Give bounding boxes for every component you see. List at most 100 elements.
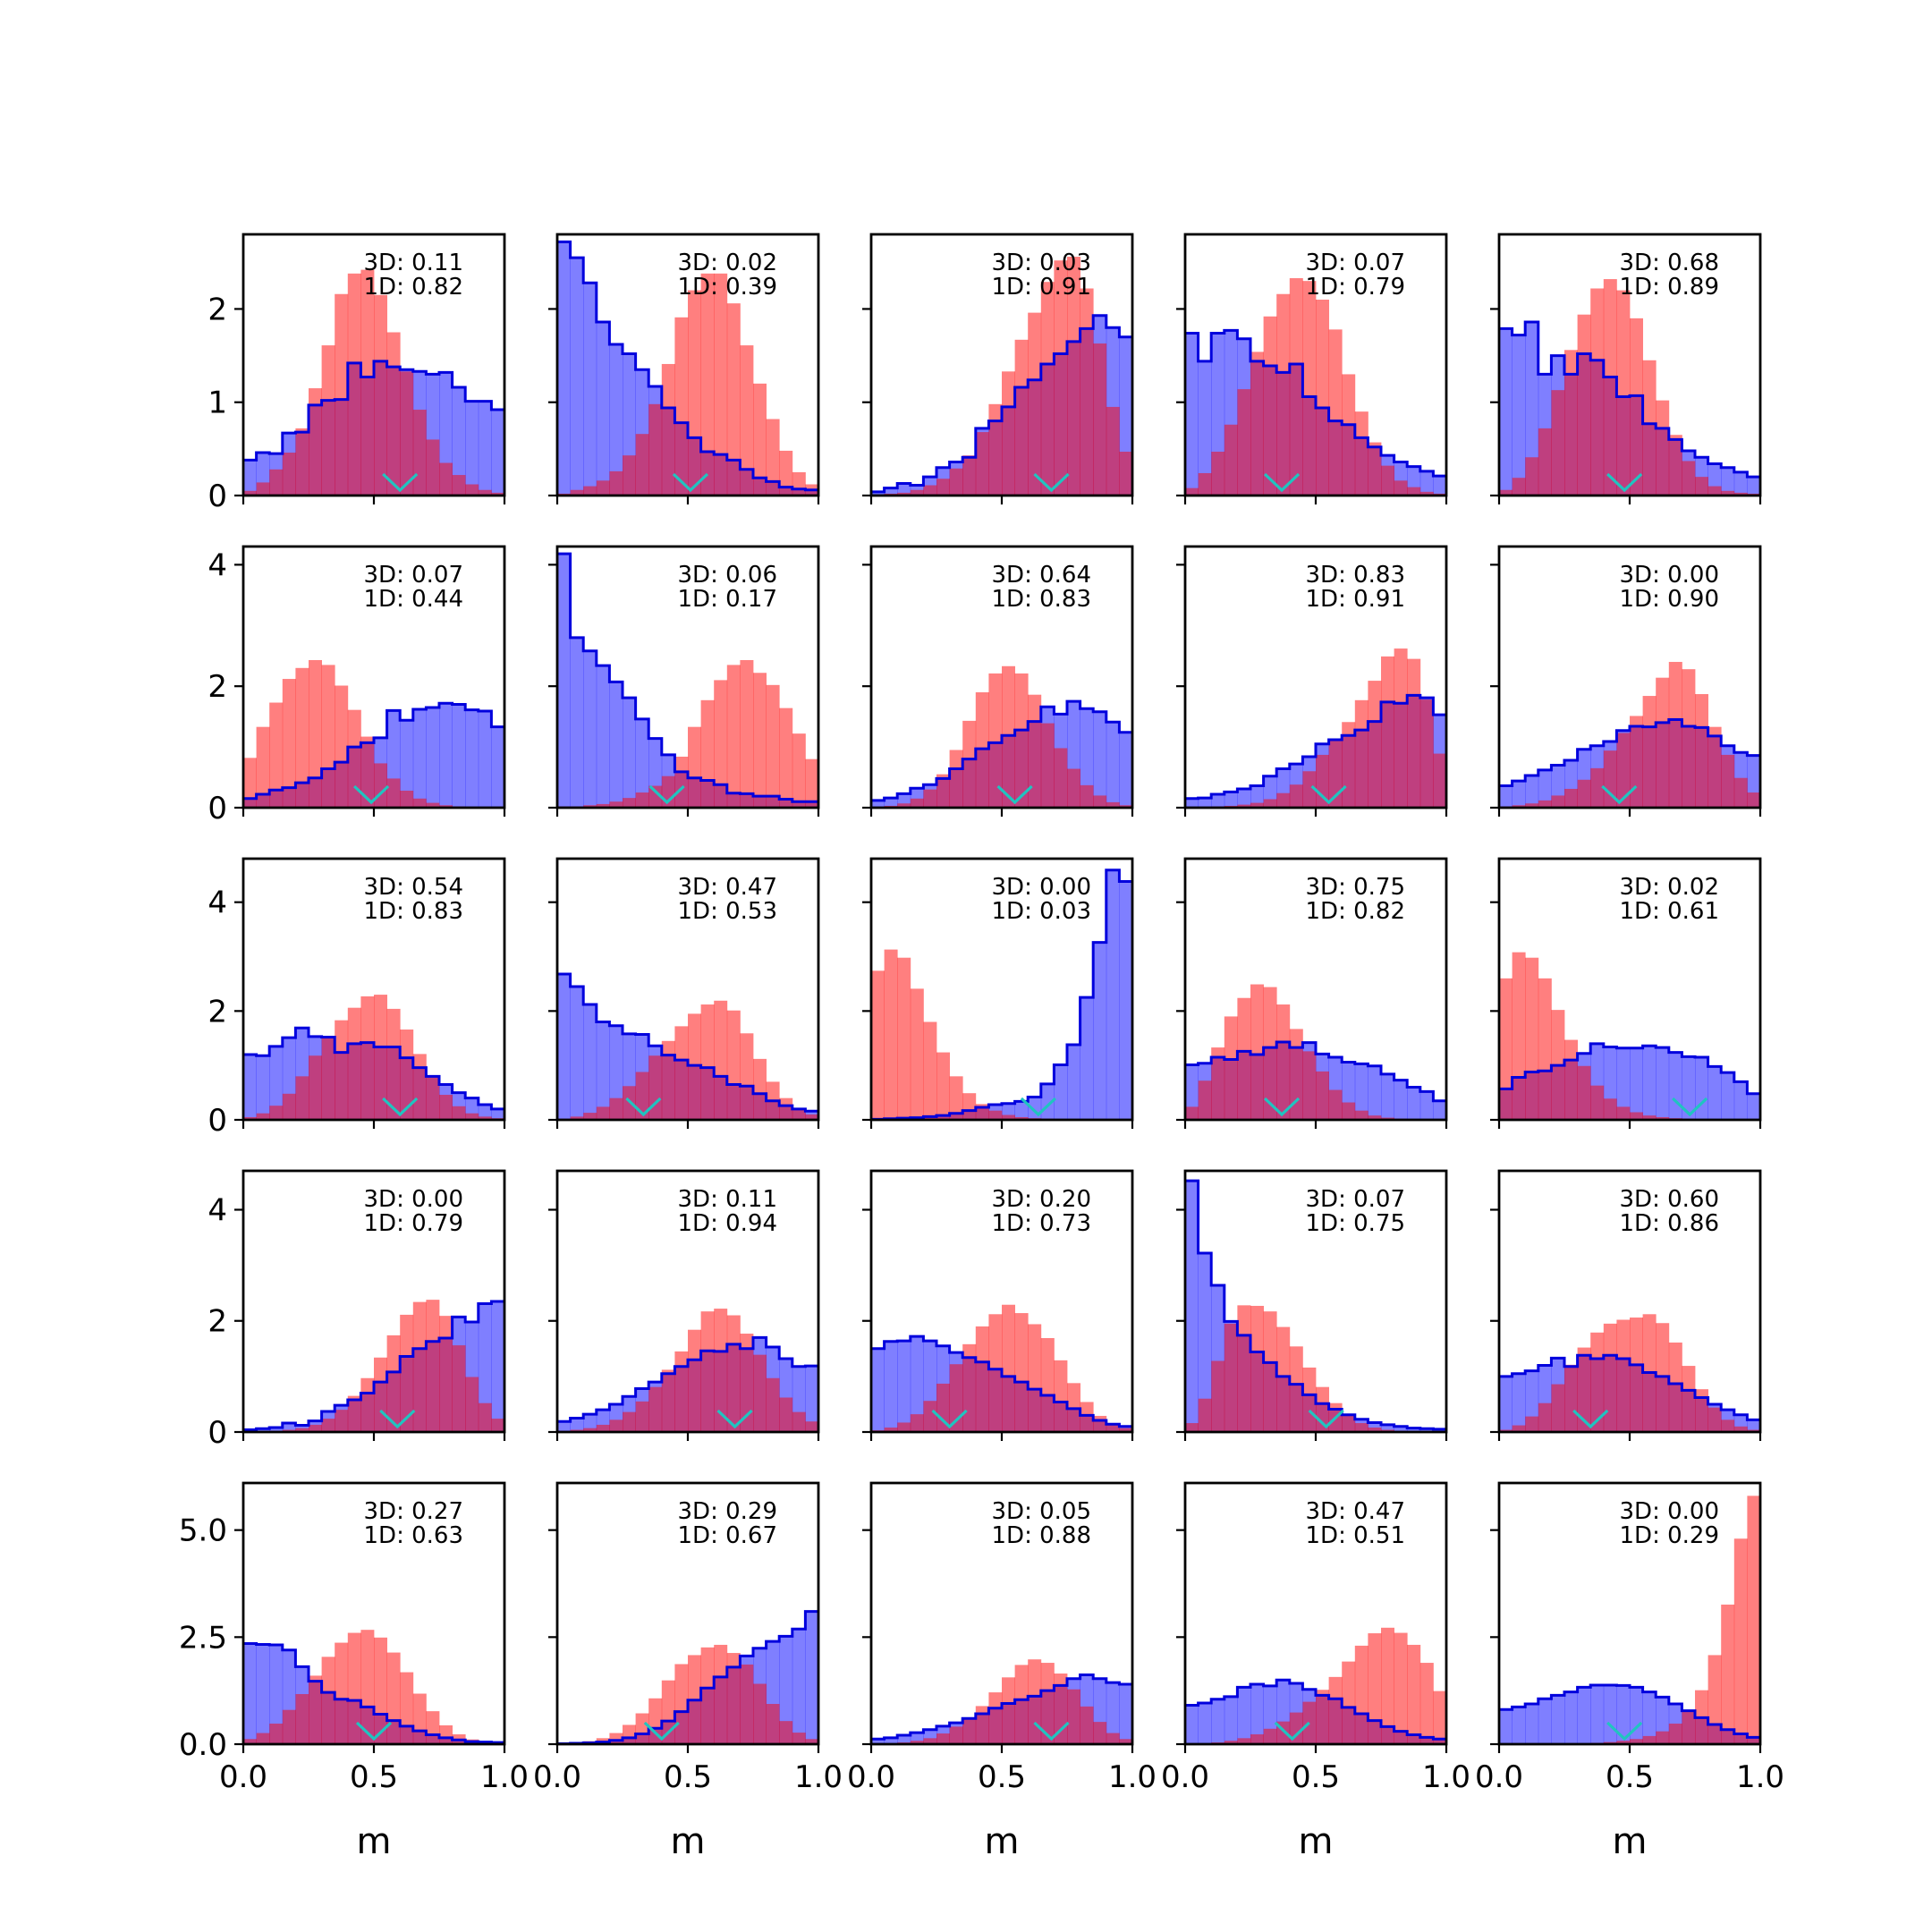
- red-bar: [256, 1113, 270, 1120]
- red-bar: [1289, 784, 1303, 808]
- blue-bar: [1433, 1100, 1446, 1120]
- panel-plot-area: [243, 995, 504, 1120]
- red-bar: [1263, 316, 1277, 496]
- blue-bar: [1682, 1056, 1696, 1120]
- x-tick-label: 1.0: [794, 1759, 843, 1795]
- cyan-marker: [382, 472, 419, 493]
- blue-bar: [1185, 1181, 1199, 1432]
- red-bar: [1067, 257, 1080, 496]
- red-bar: [1564, 788, 1578, 808]
- red-bar: [583, 1113, 597, 1120]
- y-tick-label: 0.0: [179, 1727, 227, 1763]
- red-bar: [1668, 435, 1682, 496]
- red-bar: [386, 332, 401, 496]
- red-bar: [360, 269, 375, 496]
- red-bar: [688, 1013, 701, 1120]
- red-bar: [1577, 779, 1591, 808]
- red-bar: [1616, 733, 1631, 808]
- red-bar: [1707, 726, 1722, 808]
- red-bar: [426, 1711, 440, 1744]
- red-bar: [1590, 1085, 1605, 1120]
- blue-bar: [1093, 942, 1107, 1120]
- red-bar: [1616, 1741, 1631, 1744]
- red-bar: [309, 1055, 322, 1120]
- x-tick-label: 0.0: [847, 1759, 895, 1795]
- blue-bar: [1198, 1252, 1212, 1432]
- blue-step-line: [871, 314, 1132, 494]
- red-bar: [1198, 472, 1212, 496]
- red-bar: [452, 1106, 466, 1120]
- cyan-marker: [1263, 472, 1301, 493]
- blue-bar: [897, 1341, 911, 1432]
- blue-bar: [1642, 1691, 1657, 1744]
- red-bar: [491, 492, 504, 496]
- blue-step-line: [1499, 1353, 1760, 1421]
- red-bar: [1224, 1741, 1238, 1744]
- red-bar: [412, 1301, 427, 1432]
- y-tick-label: 2: [208, 1304, 227, 1340]
- blue-bar: [623, 698, 636, 808]
- x-tick-label: 0.0: [1161, 1759, 1209, 1795]
- blue-step-line: [557, 972, 818, 1113]
- red-bar: [1263, 987, 1277, 1120]
- red-bar: [792, 1411, 806, 1432]
- red-bar: [897, 492, 911, 496]
- red-bar: [700, 1311, 715, 1432]
- x-axis-label-col-5: m: [1613, 1821, 1648, 1862]
- red-bar: [400, 1314, 414, 1432]
- panel-plot-area: [243, 269, 504, 496]
- red-bar: [439, 1095, 453, 1120]
- label-1d: 1D: 0.39: [678, 274, 777, 301]
- red-bar: [1630, 716, 1643, 808]
- red-bar: [766, 1377, 780, 1432]
- red-bar: [1237, 997, 1251, 1120]
- red-bar: [871, 970, 885, 1120]
- y-tick-label: 4: [208, 886, 227, 921]
- red-bar: [674, 756, 689, 808]
- blue-bar: [1419, 1428, 1434, 1432]
- red-bar: [347, 1632, 361, 1744]
- red-bar: [1237, 389, 1251, 496]
- red-bar: [623, 455, 636, 496]
- red-bar: [700, 273, 715, 496]
- red-bar: [1682, 461, 1696, 496]
- red-bar: [674, 1664, 689, 1744]
- blue-step-line: [243, 1026, 504, 1111]
- red-bar: [949, 1076, 963, 1120]
- red-bar: [1564, 1364, 1578, 1432]
- red-bar: [1433, 753, 1446, 808]
- red-bar: [962, 1717, 977, 1744]
- label-3d: 3D: 0.47: [678, 874, 777, 901]
- label-1d: 1D: 0.83: [992, 586, 1091, 613]
- red-bar: [726, 303, 741, 496]
- red-bar: [1603, 1323, 1617, 1432]
- red-bar: [1185, 487, 1199, 496]
- label-1d: 1D: 0.79: [364, 1210, 463, 1237]
- red-bar: [1014, 1313, 1029, 1432]
- red-bar: [1237, 1305, 1251, 1432]
- label-3d: 3D: 0.11: [364, 250, 463, 276]
- red-bar: [1040, 282, 1055, 496]
- label-1d: 1D: 0.17: [678, 586, 777, 613]
- label-1d: 1D: 0.82: [1306, 898, 1405, 925]
- red-bar: [1525, 457, 1539, 496]
- red-bar: [897, 1422, 911, 1432]
- red-bar: [1040, 1663, 1055, 1744]
- blue-bar: [1695, 1057, 1708, 1120]
- panel-plot-area: [1499, 952, 1760, 1120]
- red-bar: [910, 988, 924, 1120]
- label-3d: 3D: 0.00: [992, 874, 1091, 901]
- red-bar: [1289, 1029, 1303, 1120]
- label-3d: 3D: 0.07: [1306, 250, 1405, 276]
- red-bar: [792, 1733, 806, 1744]
- blue-step-line: [1185, 1040, 1446, 1103]
- red-bar: [1211, 1360, 1225, 1432]
- red-bar: [975, 1326, 989, 1432]
- red-bar: [609, 1733, 623, 1744]
- blue-bar: [570, 986, 584, 1120]
- red-bar: [1642, 696, 1657, 808]
- red-bar: [1668, 1342, 1682, 1432]
